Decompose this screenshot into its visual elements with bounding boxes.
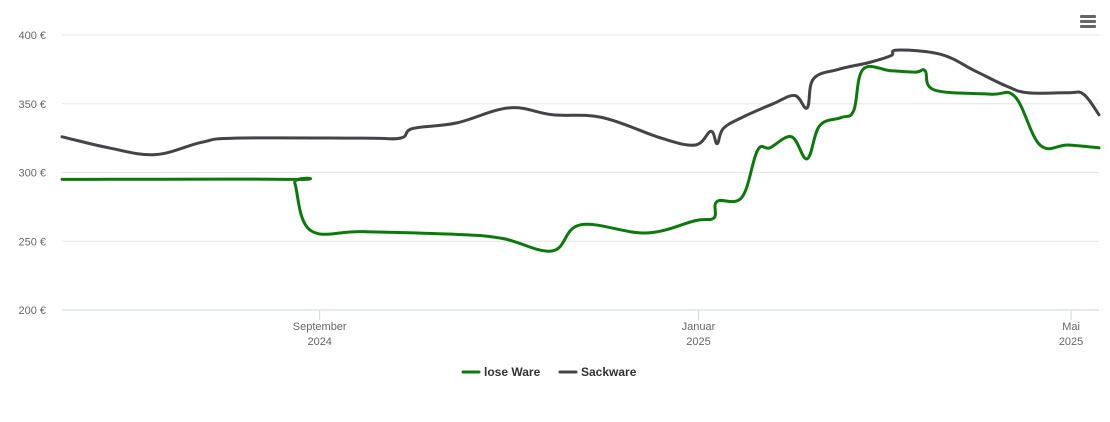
legend-item-sackware[interactable]: Sackware [558,365,637,379]
menu-icon-bar-1 [1080,15,1096,18]
x-tick-label-month: September [293,321,347,333]
x-tick-label-month: Januar [682,321,716,333]
series-line-sackware[interactable] [60,48,1101,157]
x-tick-label-year: 2024 [307,336,331,348]
x-tick-label-year: 2025 [1059,336,1083,348]
series-line-lose-ware[interactable] [60,65,1101,253]
menu-icon-bar-3 [1080,25,1096,28]
legend: lose Ware Sackware [461,365,637,379]
y-tick-label: 300 € [18,168,46,180]
x-axis: September 2024 Januar 2025 Mai 2025 [293,310,1083,348]
legend-label: Sackware [581,365,637,379]
legend-label: lose Ware [484,365,541,379]
y-tick-label: 200 € [18,305,46,317]
y-tick-label: 400 € [18,30,46,42]
x-tick-label-month: Mai [1062,321,1080,333]
menu-icon-bar-2 [1080,20,1096,23]
y-tick-label: 350 € [18,99,46,111]
x-tick-label-year: 2025 [686,336,710,348]
y-tick-label: 250 € [18,236,46,248]
grid-lines [62,34,1099,242]
legend-item-lose-ware[interactable]: lose Ware [461,365,541,379]
y-axis: 200 € 250 € 300 € 350 € 400 € [18,30,46,317]
plot-area [60,48,1101,253]
chart-menu-button[interactable] [1076,10,1100,34]
